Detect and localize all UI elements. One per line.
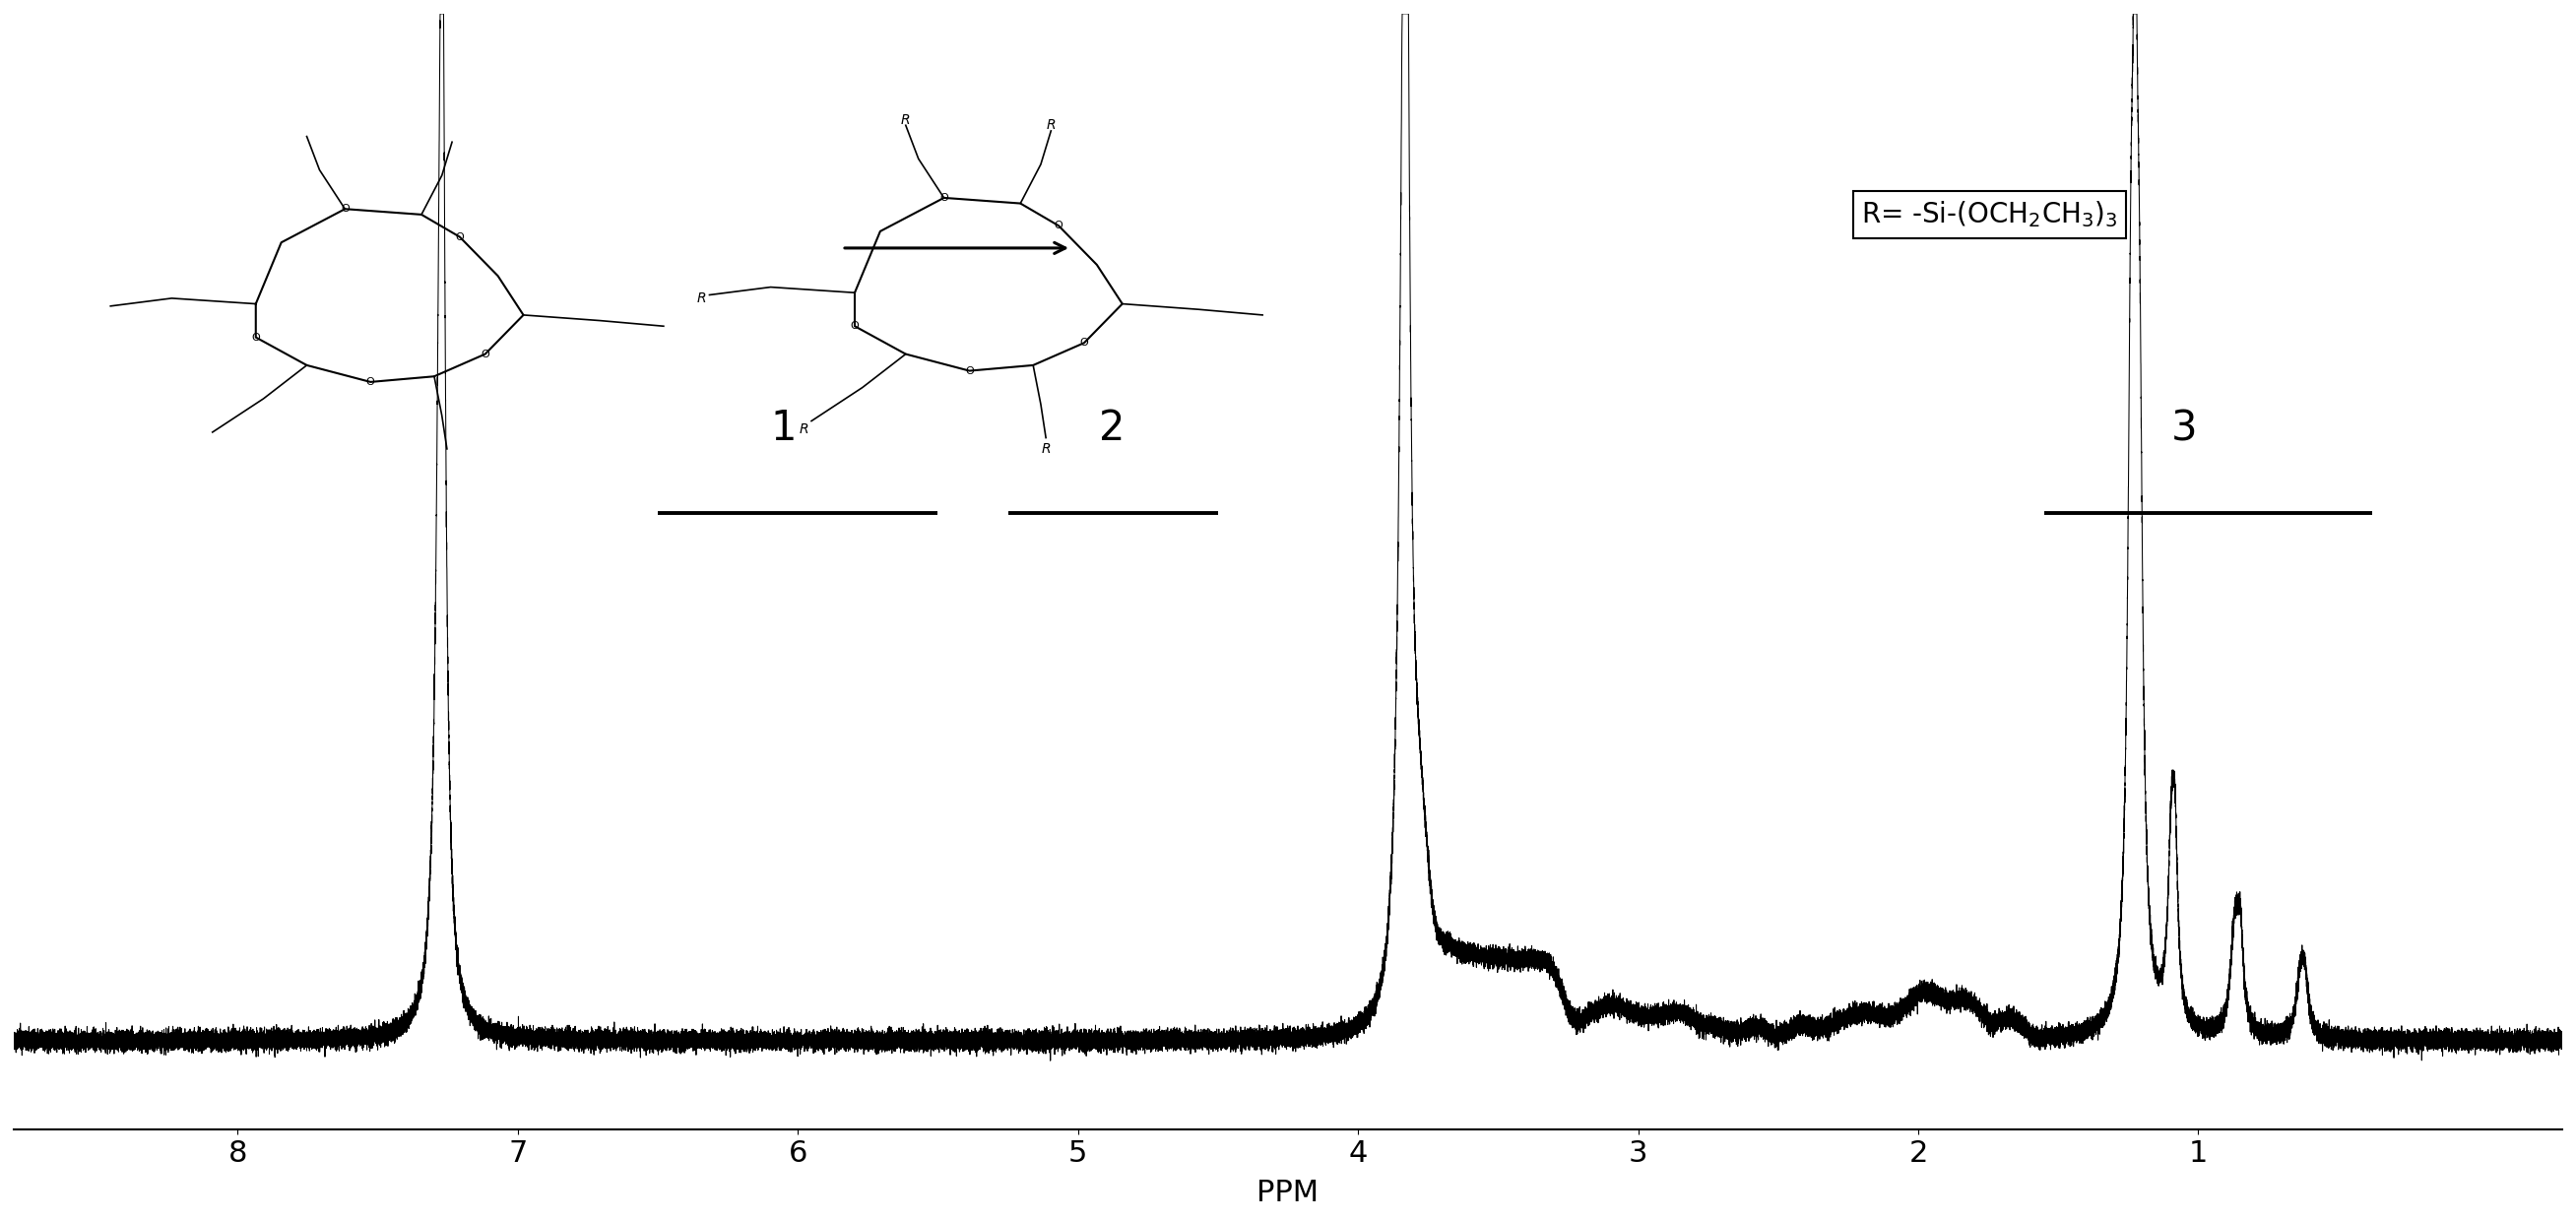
Text: O: O [366,377,374,387]
Text: R: R [799,422,809,436]
Text: R: R [1046,118,1056,132]
Text: O: O [940,193,948,203]
Text: O: O [1079,338,1090,348]
Text: O: O [482,349,489,359]
Text: O: O [1054,221,1064,231]
X-axis label: PPM: PPM [1257,1178,1319,1208]
Text: O: O [850,321,858,331]
Text: R: R [698,292,706,305]
Text: 3: 3 [2172,408,2197,449]
Text: O: O [456,232,464,242]
Text: R: R [902,112,909,127]
Text: 1: 1 [770,408,796,449]
Text: O: O [340,204,350,214]
Text: O: O [252,332,260,342]
Text: R= -Si-(OCH$_2$CH$_3$)$_3$: R= -Si-(OCH$_2$CH$_3$)$_3$ [1862,199,2117,230]
Text: R: R [1041,442,1051,455]
Text: O: O [966,366,974,376]
Text: 2: 2 [1097,408,1126,449]
